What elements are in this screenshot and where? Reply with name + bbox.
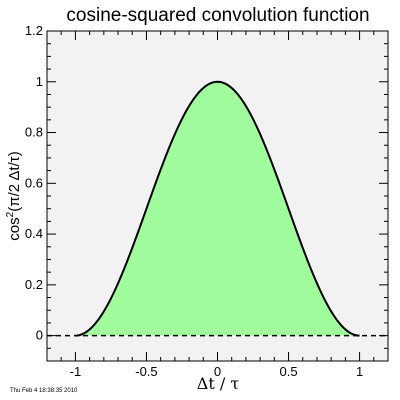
- y-tick-label: 1.2: [25, 23, 43, 38]
- y-tick-label: 0.8: [25, 125, 43, 140]
- y-axis-label-func: cos: [6, 217, 23, 240]
- x-tick-label: -0.5: [135, 364, 157, 379]
- y-tick-label: 0.2: [25, 277, 43, 292]
- y-axis-label-argument: (π/2 Δt/τ): [6, 151, 23, 211]
- x-tick-label: 1: [356, 364, 363, 379]
- y-tick-label: 1: [36, 74, 43, 89]
- y-axis-label-exponent: 2: [5, 211, 16, 217]
- axis-ticks: -1 -0.5 0 0.5 1 0 0.2 0.4 0.6 0.8 1 1.2: [25, 23, 389, 379]
- y-tick-label: 0: [36, 328, 43, 343]
- chart-title: cosine-squared convolution function: [66, 5, 369, 26]
- area-fill: [75, 81, 360, 336]
- plot-marks: [47, 80, 388, 337]
- y-axis-label: cos2(π/2 Δt/τ): [5, 151, 23, 240]
- timestamp: Thu Feb 4 18:38:35 2010: [10, 388, 78, 394]
- y-tick-label: 0.6: [25, 175, 43, 190]
- x-tick-label: -1: [70, 364, 82, 379]
- x-tick-label: 0.5: [280, 364, 298, 379]
- curve-line: [75, 80, 360, 337]
- y-tick-label: 0.4: [25, 226, 43, 241]
- x-axis-label: Δt / τ: [197, 374, 240, 393]
- x-tick-label: 0: [214, 364, 221, 379]
